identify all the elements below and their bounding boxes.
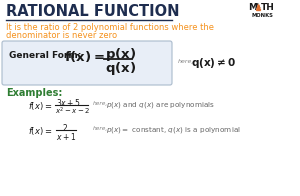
Text: TH: TH bbox=[261, 3, 275, 12]
Text: $3x + 5$: $3x + 5$ bbox=[56, 97, 81, 108]
Text: RATIONAL FUNCTION: RATIONAL FUNCTION bbox=[6, 4, 179, 19]
Polygon shape bbox=[256, 5, 260, 11]
Text: Examples:: Examples: bbox=[6, 88, 62, 98]
Text: $f(x) =$: $f(x) =$ bbox=[28, 125, 52, 137]
FancyBboxPatch shape bbox=[2, 41, 172, 85]
Text: $\mathbf{f(x) =}$: $\mathbf{f(x) =}$ bbox=[64, 49, 105, 64]
Text: A: A bbox=[254, 3, 262, 12]
Text: $x + 1$: $x + 1$ bbox=[56, 131, 76, 142]
Text: denominator is never zero: denominator is never zero bbox=[6, 31, 117, 40]
Text: here,: here, bbox=[93, 101, 108, 106]
Text: here,: here, bbox=[178, 59, 194, 64]
Text: $x^2 - x - 2$: $x^2 - x - 2$ bbox=[55, 106, 90, 117]
Text: $p(x)$ and $q(x)$ are polynomials: $p(x)$ and $q(x)$ are polynomials bbox=[106, 100, 215, 110]
Text: M: M bbox=[248, 3, 257, 12]
Text: $p(x) =$ constant, $q(x)$ is a polynomial: $p(x) =$ constant, $q(x)$ is a polynomia… bbox=[106, 125, 241, 135]
Text: General Form:: General Form: bbox=[9, 51, 81, 60]
Text: It is the ratio of 2 polynomial functions where the: It is the ratio of 2 polynomial function… bbox=[6, 23, 214, 32]
Text: $\mathbf{q(x)}$: $\mathbf{q(x)}$ bbox=[105, 60, 136, 77]
Text: $f(x) =$: $f(x) =$ bbox=[28, 100, 52, 112]
Text: $\mathbf{p(x)}$: $\mathbf{p(x)}$ bbox=[105, 46, 136, 63]
Text: MONKS: MONKS bbox=[252, 13, 274, 18]
Text: $\mathbf{q(x) \neq 0}$: $\mathbf{q(x) \neq 0}$ bbox=[191, 56, 236, 70]
Text: A: A bbox=[256, 3, 263, 12]
Text: here,: here, bbox=[93, 126, 108, 131]
Text: $2$: $2$ bbox=[62, 122, 68, 133]
